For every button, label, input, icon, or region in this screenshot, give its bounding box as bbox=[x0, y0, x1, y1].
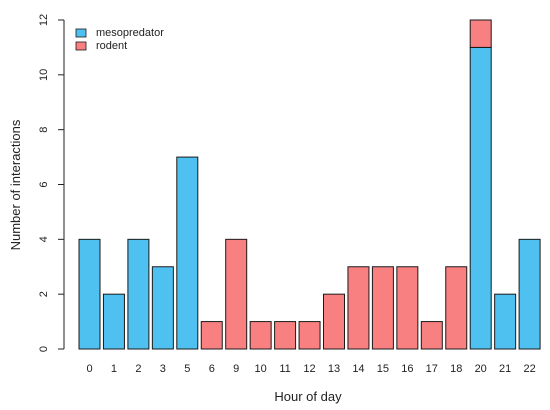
x-tick-label: 16 bbox=[401, 363, 413, 375]
bar-rodent-11 bbox=[274, 321, 297, 350]
x-tick-label: 21 bbox=[499, 363, 511, 375]
y-tick-label: 12 bbox=[38, 14, 50, 26]
y-tick-label: 6 bbox=[38, 181, 50, 187]
bar-rodent-16 bbox=[396, 266, 419, 350]
bar-mesopredator-2 bbox=[127, 238, 150, 350]
x-tick-label: 1 bbox=[111, 363, 117, 375]
x-tick-label: 18 bbox=[450, 363, 462, 375]
y-axis: 0 2 4 6 8 10 12 bbox=[38, 14, 65, 352]
bars bbox=[78, 19, 541, 350]
bar-rodent-14 bbox=[347, 266, 370, 350]
x-tick-label: 0 bbox=[86, 363, 92, 375]
bar-rodent-6 bbox=[200, 321, 223, 350]
x-tick-label: 22 bbox=[523, 363, 535, 375]
bar-rodent-10 bbox=[249, 321, 272, 350]
y-tick-label: 4 bbox=[38, 236, 50, 242]
y-tick-label: 2 bbox=[38, 291, 50, 297]
x-tick-label: 17 bbox=[426, 363, 438, 375]
bar-rodent-12 bbox=[298, 321, 321, 350]
bar-rodent-20 bbox=[469, 19, 492, 48]
x-tick-label: 6 bbox=[209, 363, 215, 375]
x-tick-labels: 0 1 2 3 5 6 9 10 11 12 13 14 15 16 17 18 20 21 22 bbox=[86, 363, 535, 375]
bar-rodent-13 bbox=[323, 293, 345, 350]
x-axis-title: Hour of day bbox=[274, 389, 342, 404]
legend-swatch-rodent bbox=[75, 41, 87, 51]
y-tick-label: 0 bbox=[38, 346, 50, 352]
legend-swatch-mesopredator bbox=[75, 28, 87, 38]
x-tick-label: 15 bbox=[377, 363, 389, 375]
x-tick-label: 14 bbox=[352, 363, 364, 375]
bar-rodent-18 bbox=[445, 266, 468, 350]
bar-mesopredator-0 bbox=[78, 238, 101, 350]
x-tick-label: 3 bbox=[160, 363, 166, 375]
legend-label-mesopredator: mesopredator bbox=[96, 27, 164, 39]
bar-rodent-17 bbox=[420, 321, 443, 350]
x-tick-label: 5 bbox=[184, 363, 190, 375]
x-tick-label: 13 bbox=[328, 363, 340, 375]
x-tick-label: 9 bbox=[233, 363, 239, 375]
legend-label-rodent: rodent bbox=[96, 40, 127, 52]
bar-mesopredator-20 bbox=[469, 46, 492, 350]
bar-mesopredator-22 bbox=[518, 238, 541, 350]
bar-mesopredator-3 bbox=[151, 266, 174, 350]
y-axis-title: Number of interactions bbox=[8, 119, 23, 250]
x-tick-label: 20 bbox=[475, 363, 487, 375]
x-tick-label: 10 bbox=[255, 363, 267, 375]
x-tick-label: 12 bbox=[303, 363, 315, 375]
bar-mesopredator-5 bbox=[176, 156, 199, 350]
bar-rodent-9 bbox=[225, 238, 248, 350]
y-tick-label: 8 bbox=[38, 127, 50, 133]
x-tick-label: 2 bbox=[135, 363, 141, 375]
x-tick-label: 11 bbox=[279, 363, 290, 375]
bar-mesopredator-21 bbox=[494, 293, 517, 350]
bar-mesopredator-1 bbox=[102, 293, 125, 350]
y-tick-label: 10 bbox=[38, 69, 50, 81]
bar-rodent-15 bbox=[371, 266, 394, 350]
